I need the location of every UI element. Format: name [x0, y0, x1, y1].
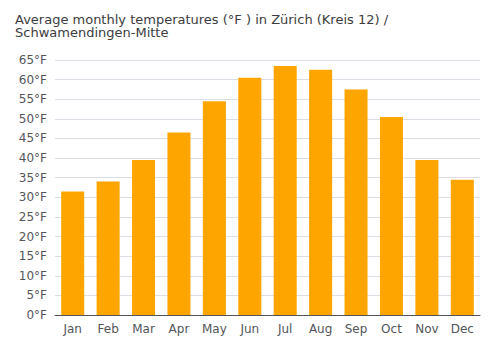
- svg-text:Apr: Apr: [169, 322, 190, 336]
- svg-text:50°F: 50°F: [19, 112, 47, 126]
- svg-text:0°F: 0°F: [26, 308, 47, 322]
- svg-text:20°F: 20°F: [19, 230, 47, 244]
- svg-text:Jun: Jun: [239, 322, 259, 336]
- svg-text:40°F: 40°F: [19, 151, 47, 165]
- svg-text:35°F: 35°F: [19, 171, 47, 185]
- svg-text:Nov: Nov: [415, 322, 438, 336]
- svg-text:Jul: Jul: [277, 322, 292, 336]
- svg-text:30°F: 30°F: [19, 190, 47, 204]
- svg-text:Dec: Dec: [451, 322, 474, 336]
- svg-text:5°F: 5°F: [26, 288, 47, 302]
- svg-text:Mar: Mar: [132, 322, 155, 336]
- svg-text:Schwamendingen-Mitte: Schwamendingen-Mitte: [15, 25, 168, 40]
- svg-text:45°F: 45°F: [19, 131, 47, 145]
- svg-text:25°F: 25°F: [19, 210, 47, 224]
- svg-text:60°F: 60°F: [19, 73, 47, 87]
- svg-text:Sep: Sep: [345, 322, 368, 336]
- svg-text:65°F: 65°F: [19, 53, 47, 67]
- svg-text:10°F: 10°F: [19, 269, 47, 283]
- svg-text:Jan: Jan: [62, 322, 82, 336]
- svg-text:Aug: Aug: [309, 322, 332, 336]
- svg-text:55°F: 55°F: [19, 92, 47, 106]
- svg-text:Average monthly temperatures (: Average monthly temperatures (°F ) in Zü…: [15, 12, 393, 27]
- svg-text:15°F: 15°F: [19, 249, 47, 263]
- svg-text:May: May: [202, 322, 227, 336]
- svg-text:Oct: Oct: [381, 322, 402, 336]
- svg-text:Feb: Feb: [98, 322, 119, 336]
